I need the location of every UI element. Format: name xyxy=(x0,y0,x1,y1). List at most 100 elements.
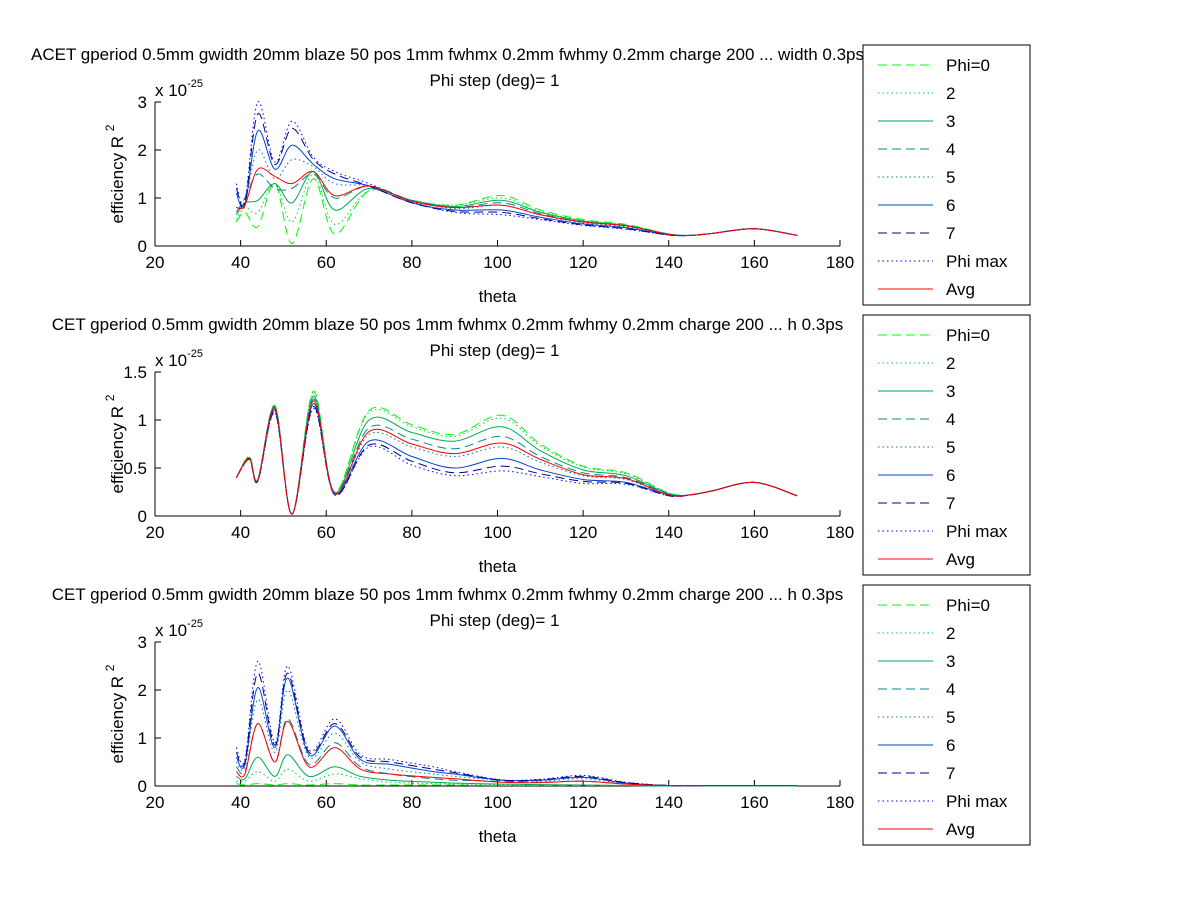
x-tick-label: 100 xyxy=(483,253,511,272)
legend-entry-label: 5 xyxy=(946,708,955,727)
legend-entry-label: 4 xyxy=(946,140,955,159)
x-tick-label: 20 xyxy=(146,793,165,812)
series-line-phi-0 xyxy=(235,178,798,245)
x-tick-label: 140 xyxy=(655,793,683,812)
x-tick-label: 120 xyxy=(569,793,597,812)
series-line-3 xyxy=(235,171,798,236)
x-tick-label: 80 xyxy=(402,793,421,812)
legend-entry-label: 6 xyxy=(946,196,955,215)
subplot-3: 20 40 60 80 100 120 140 160 180 0 1 2 3 x 10-25 CET gp… xyxy=(52,584,1031,846)
y-axis-label: efficiency R 2 xyxy=(103,394,127,493)
legend-entry-label: 3 xyxy=(946,112,955,131)
x-tick-label: 100 xyxy=(483,793,511,812)
legend-entry-label: 2 xyxy=(946,354,955,373)
x-axis-label: theta xyxy=(479,827,517,846)
y-tick-label: 1 xyxy=(138,729,147,748)
legend: Phi=0 2 3 4 5 6 7 Phi max Avg xyxy=(862,44,1031,306)
series-line-7 xyxy=(235,672,798,787)
legend-box xyxy=(862,584,1031,846)
subplot-title: CET gperiod 0.5mm gwidth 20mm blaze 50 p… xyxy=(52,585,843,604)
y-tick-label: 2 xyxy=(138,141,147,160)
y-tick-label: 0 xyxy=(138,237,147,256)
x-tick-label: 20 xyxy=(146,523,165,542)
legend-entry-label: 2 xyxy=(946,624,955,643)
subplot-subtitle: Phi step (deg)= 1 xyxy=(430,611,560,630)
legend-entry-label: 7 xyxy=(946,224,955,243)
subplot-2: 20 40 60 80 100 120 140 160 180 0 0.5 1 1.5 x 10-25 CE… xyxy=(52,314,1031,576)
x-tick-label: 20 xyxy=(146,253,165,272)
legend-entry-label: Phi=0 xyxy=(946,56,990,75)
series-line-6 xyxy=(235,677,798,787)
legend-entry-label: Avg xyxy=(946,820,975,839)
series-line-phi-0 xyxy=(236,783,798,787)
y-tick-label: 3 xyxy=(138,93,147,112)
x-tick-label: 60 xyxy=(317,523,336,542)
y-tick-label: 1.5 xyxy=(123,363,147,382)
y-exponent-label: x 10-25 xyxy=(155,78,203,100)
x-tick-label: 40 xyxy=(231,793,250,812)
subplot-title: CET gperiod 0.5mm gwidth 20mm blaze 50 p… xyxy=(52,315,843,334)
x-tick-label: 40 xyxy=(231,523,250,542)
legend-entry-label: Avg xyxy=(946,550,975,569)
x-tick-label: 60 xyxy=(317,253,336,272)
series-line-phi-0 xyxy=(235,390,798,515)
series-line-avg xyxy=(236,167,798,237)
legend-entry-label: 5 xyxy=(946,438,955,457)
x-tick-label: 160 xyxy=(740,253,768,272)
x-tick-label: 180 xyxy=(826,253,854,272)
legend-entry-label: 4 xyxy=(946,410,955,429)
legend-entry-label: Avg xyxy=(946,280,975,299)
x-tick-label: 160 xyxy=(740,523,768,542)
x-tick-label: 120 xyxy=(569,523,597,542)
legend-entry-label: Phi=0 xyxy=(946,326,990,345)
legend-entry-label: 4 xyxy=(946,680,955,699)
x-tick-label: 60 xyxy=(317,793,336,812)
series-line-2 xyxy=(235,392,798,515)
x-tick-label: 40 xyxy=(231,253,250,272)
legend: Phi=0 2 3 4 5 6 7 Phi max Avg xyxy=(862,584,1031,846)
y-tick-label: 0.5 xyxy=(123,459,147,478)
legend-entry-label: 5 xyxy=(946,168,955,187)
legend-entry-label: Phi max xyxy=(946,792,1008,811)
series-line-2 xyxy=(236,768,798,787)
legend-entry-label: 7 xyxy=(946,764,955,783)
x-tick-label: 80 xyxy=(402,523,421,542)
series-line-avg xyxy=(235,400,798,515)
x-tick-label: 180 xyxy=(826,523,854,542)
x-axis-label: theta xyxy=(479,287,517,306)
legend-entry-label: 6 xyxy=(946,466,955,485)
y-tick-label: 0 xyxy=(138,777,147,796)
y-tick-label: 3 xyxy=(138,633,147,652)
series-line-3 xyxy=(235,395,798,515)
x-tick-label: 120 xyxy=(569,253,597,272)
x-tick-label: 140 xyxy=(655,523,683,542)
legend-entry-label: 2 xyxy=(946,84,955,103)
y-tick-label: 2 xyxy=(138,681,147,700)
y-exponent-label: x 10-25 xyxy=(155,348,203,370)
legend-entry-label: 7 xyxy=(946,494,955,513)
legend-box xyxy=(862,314,1031,576)
legend-entry-label: 6 xyxy=(946,736,955,755)
legend-entry-label: Phi max xyxy=(946,252,1008,271)
series-line-5 xyxy=(235,689,798,787)
legend-entry-label: 3 xyxy=(946,652,955,671)
x-tick-label: 160 xyxy=(740,793,768,812)
legend-entry-label: Phi max xyxy=(946,522,1008,541)
y-axis-label: efficiency R 2 xyxy=(103,124,127,223)
x-tick-label: 100 xyxy=(483,523,511,542)
series-line-phi-max xyxy=(235,660,798,787)
y-tick-label: 1 xyxy=(138,411,147,430)
series-line-avg xyxy=(235,720,798,787)
subplot-subtitle: Phi step (deg)= 1 xyxy=(430,71,560,90)
series-line-phi-max xyxy=(235,101,798,237)
series-line-4 xyxy=(235,398,798,515)
x-tick-label: 180 xyxy=(826,793,854,812)
y-axis-label: efficiency R 2 xyxy=(103,664,127,763)
legend-entry-label: Phi=0 xyxy=(946,596,990,615)
subplot-1: 20 40 60 80 100 120 140 160 180 0 1 2 3 x 10-25 ACET g… xyxy=(31,44,1031,306)
y-tick-label: 1 xyxy=(138,189,147,208)
x-axis-label: theta xyxy=(479,557,517,576)
legend-entry-label: 3 xyxy=(946,382,955,401)
series-line-7 xyxy=(235,113,798,237)
